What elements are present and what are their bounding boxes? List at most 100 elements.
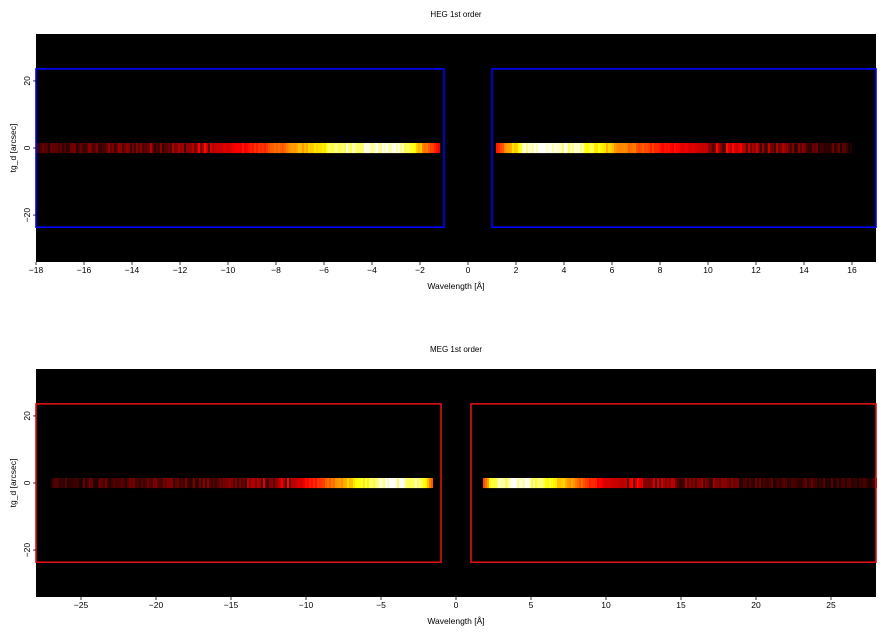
meg-spectrum-bin (199, 478, 201, 489)
heg-spectrum-bin (438, 143, 440, 154)
heg-spectrum-bin (124, 143, 126, 154)
meg-spectrum-bin (721, 478, 723, 489)
heg-spectrum-bin (706, 143, 708, 154)
meg-spectrum-bin (483, 478, 485, 489)
meg-y-tick-label: −20 (22, 543, 32, 558)
meg-spectrum-bin (171, 478, 173, 489)
heg-spectrum-bin (70, 143, 72, 154)
heg-spectrum-bin (508, 143, 510, 154)
meg-spectrum-bin (65, 478, 67, 489)
heg-spectrum-bin (764, 143, 766, 154)
meg-spectrum-bin (269, 478, 271, 489)
meg-spectrum-bin (489, 478, 491, 489)
meg-spectrum-bin (799, 478, 801, 489)
heg-spectrum-bin (204, 143, 206, 154)
heg-spectrum-bin (562, 143, 564, 154)
meg-spectrum-bin (307, 478, 309, 489)
heg-spectrum-bin (656, 143, 658, 154)
meg-spectrum-bin (151, 478, 153, 489)
meg-spectrum-bin (613, 478, 615, 489)
meg-spectrum-bin (823, 478, 825, 489)
heg-spectrum-bin (340, 143, 342, 154)
meg-spectrum-bin (569, 478, 571, 489)
heg-spectrum-bin (712, 143, 714, 154)
meg-spectrum-bin (87, 478, 89, 489)
meg-spectrum-bin (557, 478, 559, 489)
heg-spectrum-bin (106, 143, 108, 154)
heg-spectrum-bin (376, 143, 378, 154)
meg-spectrum-bin (825, 478, 827, 489)
heg-spectrum-bin (566, 143, 568, 154)
meg-spectrum-bin (421, 478, 423, 489)
heg-spectrum-bin (836, 143, 838, 154)
meg-spectrum-bin (559, 478, 561, 489)
heg-spectrum-bin (536, 143, 538, 154)
meg-spectrum-bin (499, 478, 501, 489)
heg-spectrum-bin (734, 143, 736, 154)
meg-spectrum-bin (609, 478, 611, 489)
heg-spectrum-bin (294, 143, 296, 154)
heg-spectrum-bin (178, 143, 180, 154)
heg-spectrum-bin (842, 143, 844, 154)
heg-spectrum-bin (624, 143, 626, 154)
meg-spectrum-bin (513, 478, 515, 489)
meg-spectrum-bin (851, 478, 853, 489)
meg-spectrum-bin (683, 478, 685, 489)
meg-spectrum-bin (693, 478, 695, 489)
heg-y-axis-ticks: −20 0 20 (22, 76, 36, 222)
meg-spectrum-bin (763, 478, 765, 489)
meg-spectrum-bin (331, 478, 333, 489)
heg-spectrum-bin (534, 143, 536, 154)
meg-spectrum-bin (263, 478, 265, 489)
meg-spectrum-bin (649, 478, 651, 489)
heg-spectrum-bin (218, 143, 220, 154)
heg-spectrum-bin (280, 143, 282, 154)
heg-spectrum-bin (200, 143, 202, 154)
meg-spectrum-bin (277, 478, 279, 489)
heg-spectrum-bin (814, 143, 816, 154)
meg-spectrum-bin (675, 478, 677, 489)
meg-spectrum-bin (165, 478, 167, 489)
heg-spectrum-bin (354, 143, 356, 154)
heg-y-tick-label: 0 (22, 145, 32, 150)
meg-spectrum-bin (633, 478, 635, 489)
heg-spectrum-bin (544, 143, 546, 154)
meg-spectrum-bin (691, 478, 693, 489)
meg-spectrum-bin (251, 478, 253, 489)
meg-spectrum-bin (429, 478, 431, 489)
meg-spectrum-bin (419, 478, 421, 489)
heg-spectrum-bin (244, 143, 246, 154)
heg-spectrum-bin (82, 143, 84, 154)
heg-spectrum-bin (426, 143, 428, 154)
meg-spectrum-bin (781, 478, 783, 489)
meg-spectrum-bin (175, 478, 177, 489)
heg-spectrum-bin (728, 143, 730, 154)
meg-spectrum-bin (89, 478, 91, 489)
meg-spectrum-bin (375, 478, 377, 489)
meg-spectrum-bin (805, 478, 807, 489)
meg-spectrum-bin (787, 478, 789, 489)
heg-title: HEG 1st order (430, 10, 481, 19)
heg-spectrum-bin (192, 143, 194, 154)
heg-spectrum-bin (344, 143, 346, 154)
meg-spectrum-bin (699, 478, 701, 489)
heg-spectrum-bin (220, 143, 222, 154)
meg-spectrum-bin (233, 478, 235, 489)
meg-spectrum-bin (487, 478, 489, 489)
meg-spectrum-bin (731, 478, 733, 489)
heg-spectrum-bin (298, 143, 300, 154)
heg-spectrum-bin (498, 143, 500, 154)
heg-spectrum-bin (646, 143, 648, 154)
meg-spectrum-bin (761, 478, 763, 489)
heg-spectrum-bin (818, 143, 820, 154)
heg-spectrum-bin (72, 143, 74, 154)
meg-spectrum-bin (697, 478, 699, 489)
meg-spectrum-bin (639, 478, 641, 489)
meg-spectrum-bin (97, 478, 99, 489)
meg-spectrum-bin (491, 478, 493, 489)
heg-x-tick-label: −8 (271, 265, 281, 275)
heg-spectrum-bin (686, 143, 688, 154)
meg-spectrum-bin (709, 478, 711, 489)
meg-spectrum-bin (821, 478, 823, 489)
